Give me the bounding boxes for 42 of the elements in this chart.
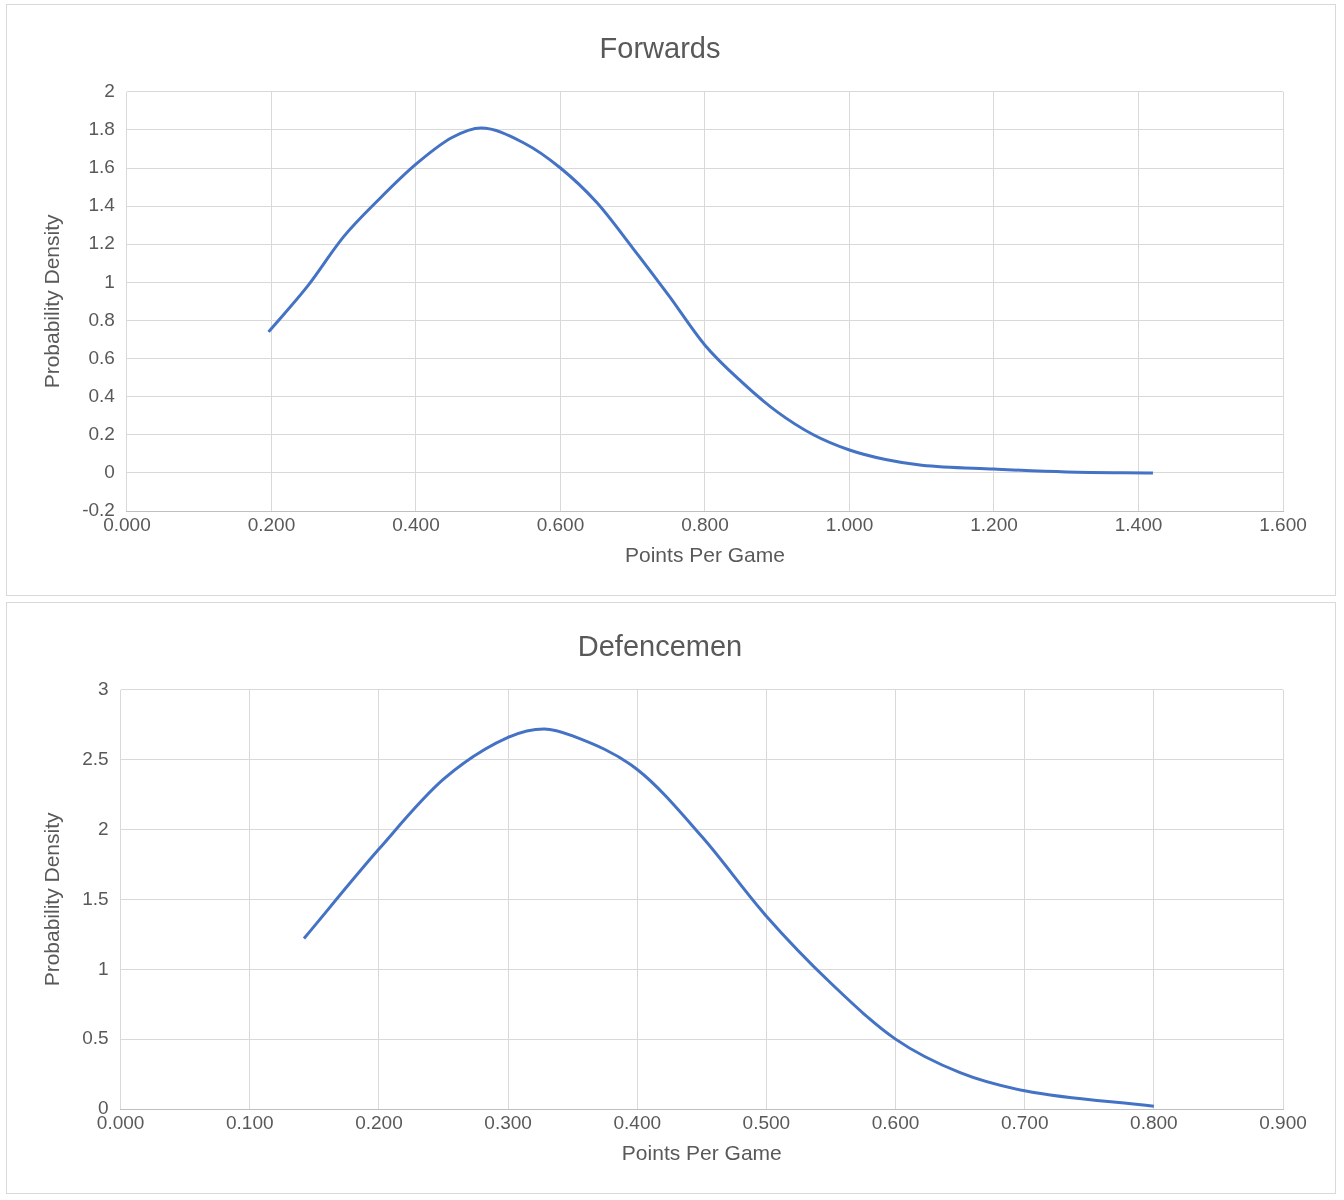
y-tick-label: 1.2 — [88, 232, 115, 254]
x-tick-label: 0.400 — [392, 513, 440, 535]
x-tick-label: 1.000 — [825, 513, 874, 535]
y-tick-label: 0.2 — [88, 423, 115, 445]
x-axis-title: Points Per Game — [621, 1141, 782, 1165]
x-axis-title: Points Per Game — [625, 543, 785, 567]
x-tick-label: 0.200 — [247, 513, 296, 535]
x-tick-label: 0.700 — [1000, 1111, 1049, 1133]
x-tick-label: 0.200 — [355, 1111, 403, 1133]
y-tick-label: 1.4 — [88, 194, 116, 216]
x-tick-label: 1.200 — [970, 513, 1018, 535]
y-tick-label: 1 — [104, 270, 115, 292]
y-tick-label: 0.5 — [82, 1027, 109, 1049]
x-tick-label: 0.300 — [484, 1111, 532, 1133]
chart-title: Forwards — [599, 32, 721, 65]
y-tick-label: 0.8 — [88, 308, 115, 330]
y-tick-label: 0 — [104, 461, 115, 483]
y-axis-title: Probability Density — [40, 811, 64, 987]
y-tick-label: 0.4 — [88, 384, 116, 406]
y-tick-label: 2 — [104, 80, 115, 102]
x-tick-label: 1.600 — [1259, 513, 1307, 535]
x-tick-label: 0.600 — [536, 513, 585, 535]
y-tick-label: 0.6 — [88, 346, 115, 368]
x-tick-label: 0.400 — [613, 1111, 661, 1133]
line-series — [267, 126, 1155, 475]
y-tick-label: 1.6 — [88, 156, 115, 178]
x-tick-label: 0.600 — [871, 1111, 920, 1133]
x-tick-label: 0.800 — [681, 513, 729, 535]
x-tick-label: 0.900 — [1259, 1111, 1307, 1133]
y-tick-label: 3 — [98, 678, 109, 700]
x-tick-label: 1.400 — [1114, 513, 1163, 535]
chart-title: Defencemen — [577, 630, 743, 663]
y-axis-title: Probability Density — [40, 213, 64, 389]
y-tick-label: 1 — [98, 957, 109, 979]
x-tick-label: 0.800 — [1130, 1111, 1178, 1133]
line-series — [302, 727, 1156, 1108]
x-tick-label: 0.100 — [225, 1111, 274, 1133]
y-tick-label: 1.8 — [88, 118, 115, 140]
y-tick-label: 1.5 — [82, 887, 109, 909]
y-tick-label: 2.5 — [82, 747, 109, 769]
y-tick-label: 2 — [98, 817, 109, 839]
x-tick-label: 0.500 — [742, 1111, 791, 1133]
